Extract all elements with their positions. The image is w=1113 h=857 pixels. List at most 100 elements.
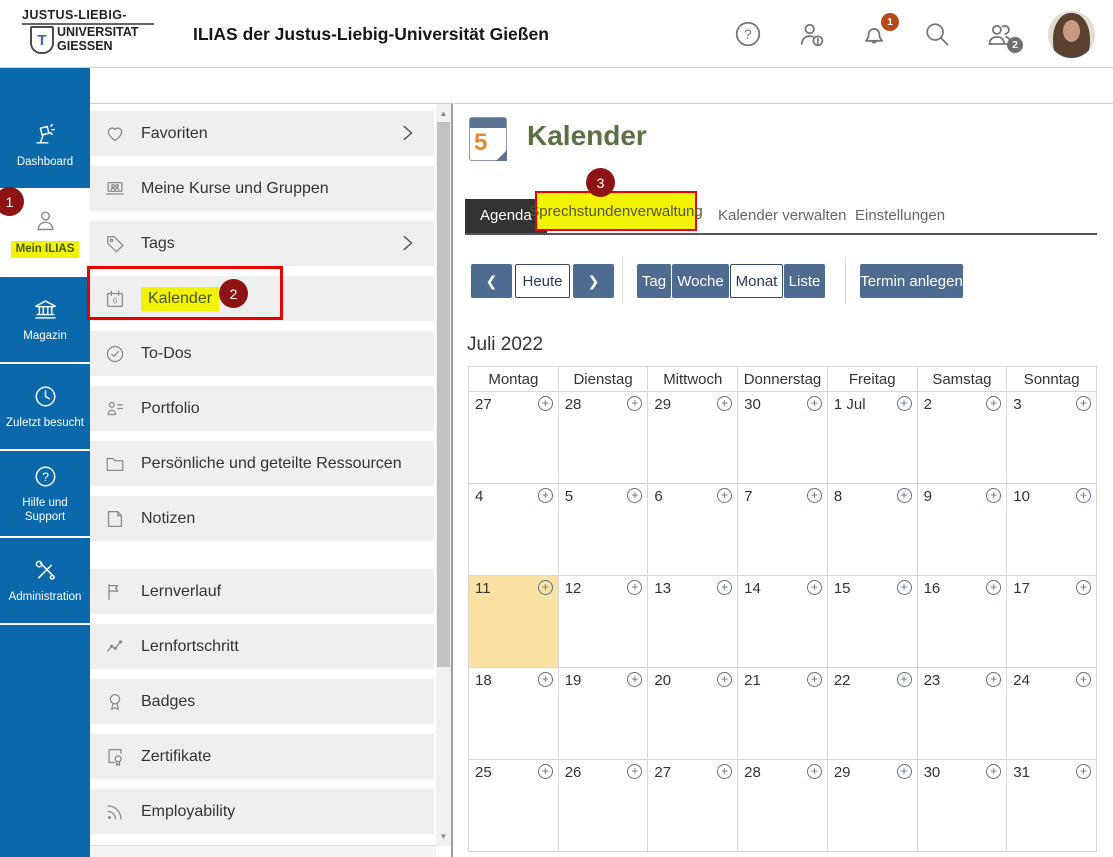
calendar-day-cell[interactable]: 2 + [917, 392, 1008, 484]
calendar-day-cell[interactable]: 13 + [648, 576, 739, 668]
help-icon[interactable]: ? [733, 19, 763, 49]
calendar-day-cell[interactable]: 28 + [558, 392, 649, 484]
add-appointment-icon[interactable]: + [896, 580, 912, 595]
calendar-day-cell[interactable]: 12 + [558, 576, 649, 668]
add-appointment-icon[interactable]: + [986, 580, 1002, 595]
calendar-day-cell[interactable]: 9 + [917, 484, 1008, 576]
view-liste-button[interactable]: Liste [784, 264, 825, 298]
calendar-day-cell[interactable]: 14 + [738, 576, 828, 668]
calendar-day-cell[interactable]: 20 + [648, 668, 739, 760]
add-appointment-icon[interactable]: + [806, 764, 822, 779]
calendar-day-cell[interactable]: 3 + [1007, 392, 1097, 484]
add-appointment-icon[interactable]: + [1076, 396, 1091, 411]
add-appointment-icon[interactable]: + [627, 672, 643, 687]
calendar-day-cell[interactable]: 29 + [648, 392, 739, 484]
calendar-day-cell[interactable]: 11 + [469, 576, 559, 668]
add-appointment-icon[interactable]: + [627, 396, 643, 411]
calendar-day-cell[interactable]: 23 + [917, 668, 1008, 760]
create-appointment-button[interactable]: Termin anlegen [860, 264, 963, 298]
add-appointment-icon[interactable]: + [896, 672, 912, 687]
menu-item-tags[interactable]: Tags [90, 221, 434, 266]
calendar-day-cell[interactable]: 10 + [1007, 484, 1097, 576]
add-appointment-icon[interactable]: + [537, 672, 553, 687]
menu-item-to-dos[interactable]: To-Dos [90, 331, 434, 376]
add-appointment-icon[interactable]: + [806, 672, 822, 687]
today-button[interactable]: Heute [515, 264, 570, 298]
add-appointment-icon[interactable]: + [717, 488, 733, 503]
calendar-day-cell[interactable]: 22 + [827, 668, 918, 760]
add-appointment-icon[interactable]: + [627, 580, 643, 595]
calendar-day-cell[interactable]: 21 + [738, 668, 828, 760]
menu-item-kalender[interactable]: 6 Kalender [90, 276, 434, 321]
calendar-day-cell[interactable]: 27 + [469, 392, 559, 484]
chevron-right-icon[interactable] [396, 232, 418, 259]
add-appointment-icon[interactable]: + [986, 764, 1002, 779]
menu-item-ressourcen[interactable]: Persönliche und geteilte Ressourcen [90, 441, 434, 486]
calendar-day-cell[interactable]: 26 + [558, 760, 649, 852]
university-logo[interactable]: JUSTUS-LIEBIG- T UNIVERSITAT GIESSEN [22, 8, 162, 54]
menu-item-meine-kurse[interactable]: Meine Kurse und Gruppen [90, 166, 434, 211]
add-appointment-icon[interactable]: + [627, 488, 643, 503]
calendar-day-cell[interactable]: 28 + [738, 760, 828, 852]
sidebar-item-dashboard[interactable]: Dashboard [0, 103, 90, 190]
tab-agenda[interactable]: Agenda [465, 199, 547, 233]
add-appointment-icon[interactable]: + [806, 580, 822, 595]
add-appointment-icon[interactable]: + [1076, 580, 1091, 595]
calendar-day-cell[interactable]: 25 + [469, 760, 559, 852]
sidebar-item-magazin[interactable]: Magazin [0, 277, 90, 364]
next-month-button[interactable]: ❯ [573, 264, 614, 298]
avatar[interactable] [1048, 10, 1095, 58]
tab-kalender-verwalten[interactable]: Kalender verwalten [718, 207, 847, 224]
scroll-up-icon[interactable]: ▲ [439, 109, 448, 118]
calendar-day-cell[interactable]: 8 + [827, 484, 918, 576]
add-appointment-icon[interactable]: + [537, 580, 553, 595]
calendar-day-cell[interactable]: 31 + [1007, 760, 1097, 852]
contacts-icon[interactable]: 2 [985, 19, 1023, 53]
calendar-day-cell[interactable]: 30 + [917, 760, 1008, 852]
add-appointment-icon[interactable]: + [717, 764, 733, 779]
calendar-day-cell[interactable]: 30 + [738, 392, 828, 484]
add-appointment-icon[interactable]: + [986, 672, 1002, 687]
add-appointment-icon[interactable]: + [806, 488, 822, 503]
calendar-day-cell[interactable]: 19 + [558, 668, 649, 760]
menu-item-favoriten[interactable]: Favoriten [90, 111, 434, 156]
user-status-icon[interactable] [796, 19, 826, 49]
calendar-day-cell[interactable]: 1 Jul + [827, 392, 918, 484]
scroll-down-icon[interactable]: ▼ [439, 832, 448, 841]
calendar-day-cell[interactable]: 15 + [827, 576, 918, 668]
menu-item-zertifikate[interactable]: Zertifikate [90, 734, 434, 779]
add-appointment-icon[interactable]: + [1076, 764, 1091, 779]
calendar-day-cell[interactable]: 17 + [1007, 576, 1097, 668]
search-icon[interactable] [922, 19, 952, 49]
add-appointment-icon[interactable]: + [896, 396, 912, 411]
add-appointment-icon[interactable]: + [986, 396, 1002, 411]
calendar-day-cell[interactable]: 4 + [469, 484, 559, 576]
add-appointment-icon[interactable]: + [537, 488, 553, 503]
view-woche-button[interactable]: Woche [672, 264, 729, 298]
calendar-day-cell[interactable]: 5 + [558, 484, 649, 576]
add-appointment-icon[interactable]: + [1076, 672, 1091, 687]
calendar-day-cell[interactable]: 7 + [738, 484, 828, 576]
menu-item-portfolio[interactable]: Portfolio [90, 386, 434, 431]
menu-scrollbar[interactable]: ▲ ▼ [436, 104, 451, 846]
add-appointment-icon[interactable]: + [627, 764, 643, 779]
menu-item-lernverlauf[interactable]: Lernverlauf [90, 569, 434, 614]
calendar-day-cell[interactable]: 29 + [827, 760, 918, 852]
calendar-day-cell[interactable]: 24 + [1007, 668, 1097, 760]
add-appointment-icon[interactable]: + [717, 396, 733, 411]
add-appointment-icon[interactable]: + [717, 672, 733, 687]
scrollbar-thumb[interactable] [437, 122, 450, 667]
calendar-day-cell[interactable]: 18 + [469, 668, 559, 760]
tab-sprechstundenverwaltung[interactable]: Sprechstundenverwaltung [529, 191, 703, 231]
add-appointment-icon[interactable]: + [537, 764, 553, 779]
menu-item-badges[interactable]: Badges [90, 679, 434, 724]
add-appointment-icon[interactable]: + [537, 396, 553, 411]
sidebar-item-zuletzt-besucht[interactable]: Zuletzt besucht [0, 364, 90, 451]
add-appointment-icon[interactable]: + [986, 488, 1002, 503]
add-appointment-icon[interactable]: + [896, 488, 912, 503]
calendar-day-cell[interactable]: 16 + [917, 576, 1008, 668]
sidebar-item-administration[interactable]: Administration [0, 538, 90, 625]
menu-item-notizen[interactable]: Notizen [90, 496, 434, 541]
calendar-day-cell[interactable]: 27 + [648, 760, 739, 852]
view-tag-button[interactable]: Tag [637, 264, 671, 298]
